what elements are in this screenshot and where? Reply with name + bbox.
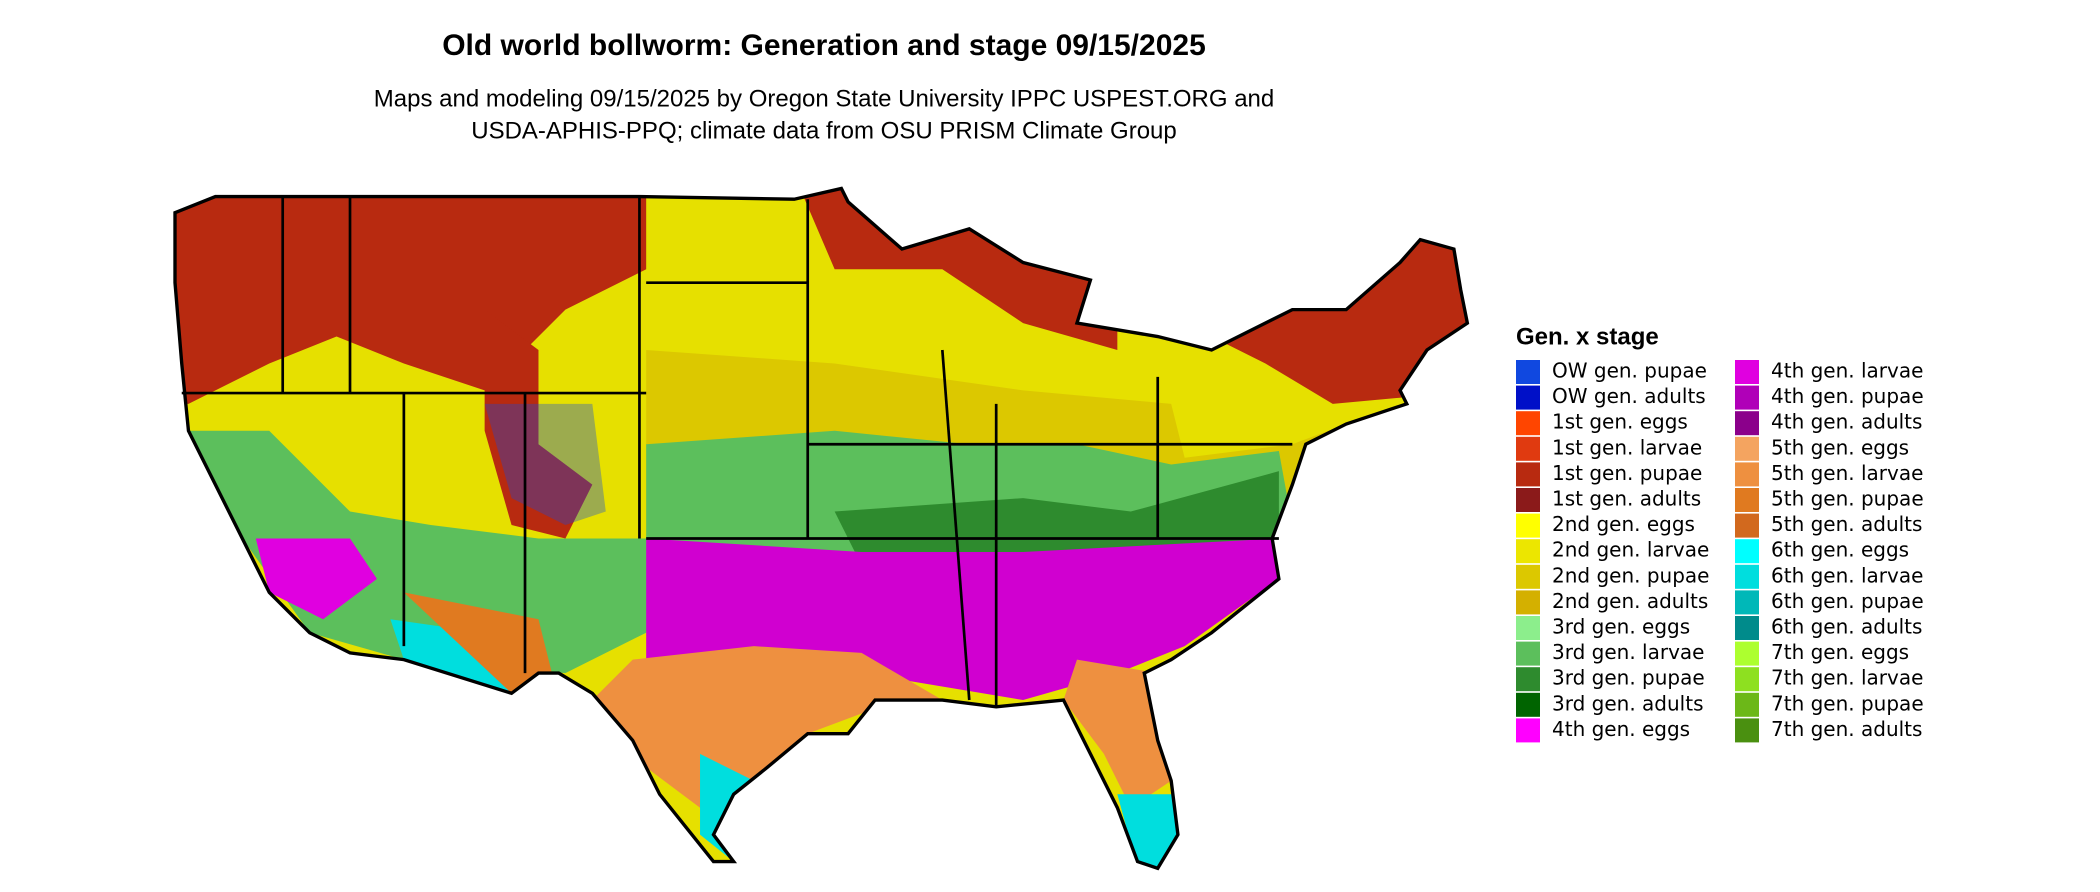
legend-swatch — [1516, 692, 1540, 717]
legend-label: 4th gen. larvae — [1771, 359, 1923, 383]
legend-label: 5th gen. eggs — [1771, 435, 1909, 459]
legend-swatch — [1516, 539, 1540, 564]
legend-swatch — [1516, 616, 1540, 640]
legend-label: 1st gen. larvae — [1552, 435, 1702, 459]
legend-label: 2nd gen. adults — [1552, 589, 1708, 613]
legend-label: 3rd gen. pupae — [1552, 666, 1705, 690]
legend-label: 4th gen. adults — [1771, 410, 1922, 434]
legend-label: 7th gen. larvae — [1771, 666, 1923, 690]
title: Old world bollworm: Generation and stage… — [442, 29, 1206, 62]
legend-label: 5th gen. larvae — [1771, 461, 1923, 485]
legend-swatch — [1735, 692, 1759, 717]
legend-swatch — [1735, 667, 1759, 692]
legend-label: OW gen. pupae — [1552, 359, 1707, 383]
legend-label: 2nd gen. pupae — [1552, 563, 1709, 587]
legend-swatch — [1516, 488, 1540, 512]
legend-swatch — [1735, 718, 1759, 743]
legend-swatch — [1516, 360, 1540, 384]
legend-label: 2nd gen. larvae — [1552, 538, 1709, 562]
legend-swatch — [1516, 385, 1540, 410]
legend-label: 6th gen. eggs — [1771, 538, 1909, 562]
legend-label: 6th gen. larvae — [1771, 563, 1923, 587]
legend-title: Gen. x stage — [1516, 323, 1659, 350]
legend-swatch — [1735, 488, 1759, 512]
legend-label: 7th gen. adults — [1771, 717, 1922, 741]
legend-swatch — [1516, 564, 1540, 589]
legend-swatch — [1516, 718, 1540, 743]
legend-label: 5th gen. pupae — [1771, 487, 1924, 511]
legend-label: 3rd gen. eggs — [1552, 615, 1690, 639]
legend-swatch — [1735, 513, 1759, 538]
legend-swatch — [1735, 411, 1759, 436]
legend-label: 1st gen. eggs — [1552, 410, 1688, 434]
legend-swatch — [1735, 564, 1759, 589]
legend-swatch — [1735, 436, 1759, 461]
legend-swatch — [1735, 641, 1759, 666]
legend-swatch — [1735, 462, 1759, 487]
legend-label: 6th gen. adults — [1771, 615, 1922, 639]
legend-swatch — [1516, 436, 1540, 461]
legend-label: 5th gen. adults — [1771, 512, 1922, 536]
legend-label: 6th gen. pupae — [1771, 589, 1924, 613]
legend-swatch — [1516, 667, 1540, 692]
legend-swatch — [1735, 539, 1759, 564]
subtitle: Maps and modeling 09/15/2025 by Oregon S… — [374, 85, 1274, 112]
legend-swatch — [1516, 462, 1540, 487]
legend-label: OW gen. adults — [1552, 384, 1706, 408]
legend-label: 4th gen. pupae — [1771, 384, 1924, 408]
legend-swatch — [1735, 385, 1759, 410]
legend-label: 7th gen. eggs — [1771, 640, 1909, 664]
legend-swatch — [1735, 360, 1759, 384]
legend-label: 2nd gen. eggs — [1552, 512, 1695, 536]
legend-swatch — [1516, 513, 1540, 538]
legend-label: 1st gen. pupae — [1552, 461, 1702, 485]
legend-swatch — [1516, 411, 1540, 436]
legend-swatch — [1735, 616, 1759, 640]
legend-label: 3rd gen. adults — [1552, 691, 1703, 715]
subtitle: USDA-APHIS-PPQ; climate data from OSU PR… — [471, 117, 1177, 144]
legend-label: 1st gen. adults — [1552, 487, 1701, 511]
legend-swatch — [1516, 641, 1540, 666]
legend-label: 3rd gen. larvae — [1552, 640, 1704, 664]
legend-swatch — [1516, 590, 1540, 615]
legend-label: 7th gen. pupae — [1771, 691, 1924, 715]
legend-label: 4th gen. eggs — [1552, 717, 1690, 741]
legend-swatch — [1735, 590, 1759, 615]
